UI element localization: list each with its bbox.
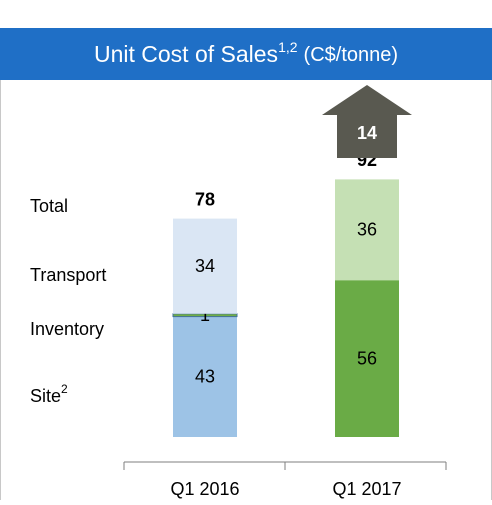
title-superscript: 1,2 [278,39,298,55]
bar-segment [173,218,237,314]
series-superscript: 2 [61,382,68,396]
bar-segment [335,280,399,437]
totals-label: Total [30,196,68,216]
value-label: 36 [357,220,377,240]
value-label: 56 [357,348,377,368]
series-label: Inventory [30,319,104,339]
series-name: Site [30,386,61,406]
x-tick-label: Q1 2017 [332,479,401,499]
subtitle: (C$/tonne) [304,44,399,66]
chart-title: Unit Cost of Sales1,2 (C$/tonne) [94,39,398,67]
bar-segment [173,316,237,437]
series-name: Inventory [30,319,104,339]
total-label: 78 [195,189,215,209]
change-arrow [322,85,412,158]
series-label: Transport [30,265,106,285]
bar-segment [335,179,399,281]
value-label: 34 [195,256,215,276]
change-label: 14 [357,123,377,143]
x-tick-label: Q1 2016 [170,479,239,499]
series-name: Transport [30,265,106,285]
header-band [0,28,492,80]
series-label: Site2 [30,382,68,406]
title-main: Unit Cost of Sales [94,41,278,67]
value-label: 1 [200,305,210,325]
value-label: 43 [195,367,215,387]
